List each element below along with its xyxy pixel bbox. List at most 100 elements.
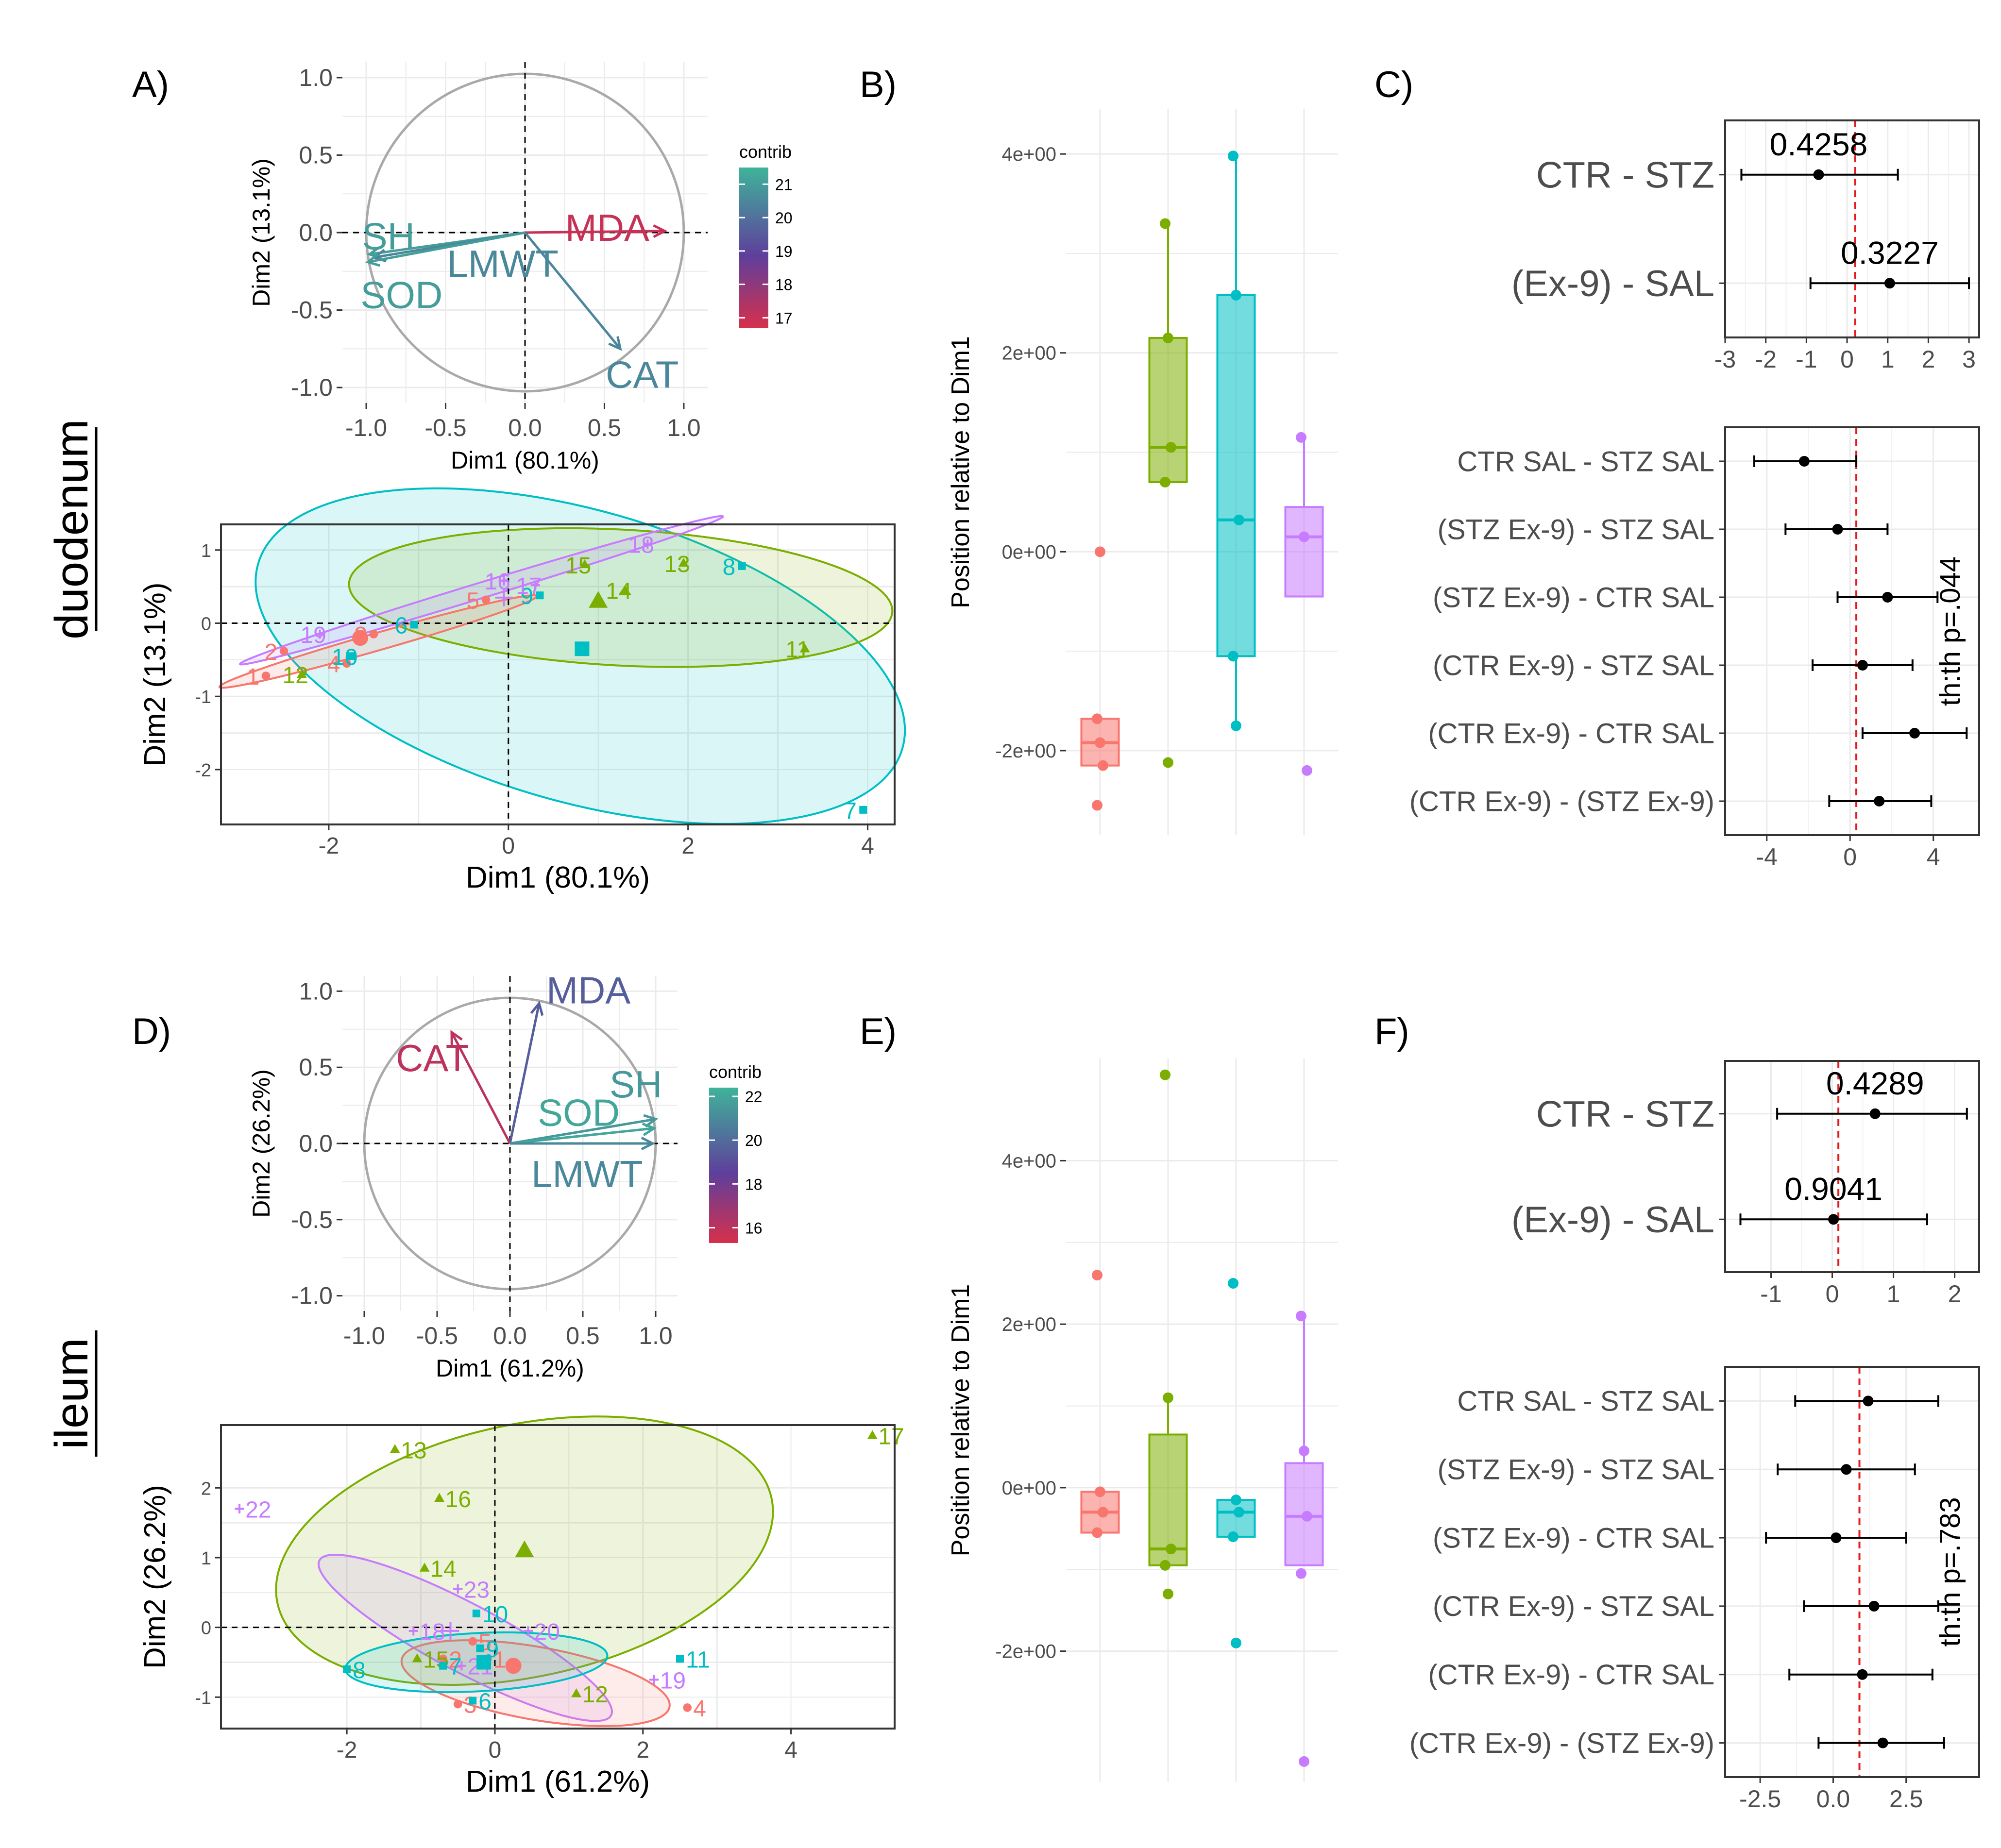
x-tick-label: 0	[1843, 843, 1857, 871]
x-tick-label: -2.5	[1739, 1785, 1781, 1813]
panel-letter-d: D)	[132, 1011, 171, 1052]
x-tick-label: 0	[1840, 346, 1854, 373]
plot-border	[220, 523, 896, 825]
point-17	[530, 580, 540, 590]
x-tick-label: -0.5	[424, 414, 466, 441]
point-7	[859, 806, 867, 814]
box-data-point	[1234, 514, 1244, 525]
panel-c-bottom-forest: CTR SAL - STZ SAL (STZ Ex-9) - STZ SAL (ST…	[1409, 426, 1980, 871]
point-label-2: 2	[264, 639, 277, 665]
row-label-ileum: ileum	[46, 1338, 98, 1449]
box-data-point	[1228, 1277, 1238, 1289]
point-label-22: 22	[245, 1497, 271, 1523]
estimate-point	[1884, 278, 1895, 289]
loading-arrow-cat	[450, 1031, 511, 1144]
point-15	[412, 1653, 423, 1663]
comparison-label: (STZ Ex-9) - STZ SAL	[1438, 514, 1714, 545]
estimate-point	[1798, 456, 1810, 467]
comparison-label: (CTR Ex-9) - CTR SAL	[1428, 718, 1714, 749]
point-label-8: 8	[353, 1658, 366, 1683]
point-label-15: 15	[565, 553, 591, 579]
point-19	[315, 629, 325, 639]
variable-label-cat: CAT	[396, 1037, 469, 1079]
confidence-ellipse-group-4	[317, 1554, 613, 1722]
loading-arrow-mda	[509, 1003, 541, 1144]
point-9	[536, 591, 544, 600]
estimate-point	[1813, 169, 1824, 180]
test-annotation: th:th p=.783	[1934, 1497, 1966, 1647]
box-data-point	[1296, 1568, 1306, 1579]
x-tick-label: -1.0	[345, 414, 387, 441]
panel-letter-f: F)	[1374, 1011, 1409, 1052]
x-tick-label: 2	[681, 833, 695, 859]
plot-border	[1724, 1060, 1980, 1273]
box-data-point	[1228, 1531, 1238, 1542]
box-data-point	[1098, 1507, 1108, 1518]
point-label-4: 4	[327, 652, 340, 677]
point-label-13: 13	[401, 1438, 426, 1463]
y-axis-title: Position relative to Dim1	[947, 1284, 975, 1557]
comparison-label: (STZ Ex-9) - STZ SAL	[1438, 1454, 1714, 1486]
point-10	[472, 1609, 480, 1617]
variable-label-lmwt: LMWT	[447, 242, 559, 285]
y-axis-title: Dim2 (13.1%)	[138, 583, 172, 767]
box-data-point	[1092, 1527, 1102, 1538]
x-tick-label: -1.0	[343, 1322, 385, 1349]
point-6	[469, 1697, 477, 1705]
box-data-point	[1299, 1445, 1309, 1457]
variable-label-sod: SOD	[360, 274, 442, 317]
box-data-point	[1231, 720, 1241, 731]
arrow-head-cat	[608, 336, 622, 351]
point-2	[439, 1654, 448, 1663]
point-label-14: 14	[606, 579, 631, 605]
plot-background	[221, 1425, 895, 1729]
arrow-head-lmwt	[641, 1136, 656, 1151]
box-data-point	[1163, 1392, 1173, 1403]
box-data-point	[1160, 476, 1170, 487]
point-label-7: 7	[844, 798, 857, 824]
box-data-point	[1302, 1511, 1312, 1522]
point-label-23: 23	[464, 1578, 490, 1603]
x-tick-label: -0.5	[416, 1322, 458, 1349]
test-annotation: th:th p=.044	[1934, 556, 1966, 706]
x-tick-label: 0.0	[493, 1322, 527, 1349]
variable-label-sh: SH	[610, 1063, 662, 1106]
comparison-label: CTR SAL - STZ SAL	[1457, 1386, 1714, 1417]
point-5	[468, 1637, 477, 1646]
comparison-label: (Ex-9) - SAL	[1511, 263, 1714, 304]
x-axis-title: Dim1 (61.2%)	[436, 1355, 584, 1382]
y-tick-label: 1.0	[299, 977, 333, 1005]
point-20	[523, 1626, 533, 1636]
point-15	[579, 559, 590, 569]
box-group-2	[1148, 337, 1188, 483]
point-21	[457, 1661, 466, 1671]
point-label-16: 16	[445, 1487, 471, 1512]
box-data-point	[1163, 1588, 1173, 1599]
point-14	[620, 585, 630, 594]
loading-arrow-sod	[367, 231, 526, 264]
legend-tick-label: 21	[775, 176, 793, 193]
y-tick-label: 1.0	[299, 64, 333, 91]
x-tick-label: 2	[1921, 346, 1935, 373]
legend-tick-label: 16	[745, 1219, 763, 1237]
confidence-ellipse-group-3	[254, 487, 906, 825]
point-label-10: 10	[332, 644, 357, 670]
point-label-6: 6	[395, 613, 408, 639]
plot-border	[220, 1424, 896, 1730]
comparison-label: (CTR Ex-9) - (STZ Ex-9)	[1409, 1728, 1714, 1759]
y-tick-label: 4e+00	[1002, 144, 1056, 165]
panel-f-top-forest: CTR - STZ 0.4289 (Ex-9) - SAL 0.9041 -1 0 1 2	[1511, 1060, 1980, 1308]
point-label-18: 18	[628, 533, 654, 558]
variable-label-mda: MDA	[546, 969, 630, 1011]
point-label-17: 17	[878, 1424, 904, 1450]
x-tick-label: -2	[319, 833, 339, 859]
loading-arrow-sod	[509, 1127, 655, 1145]
legend-tick-label: 18	[775, 276, 793, 294]
x-tick-label: -1	[1760, 1280, 1781, 1308]
x-tick-label: 2	[1948, 1280, 1962, 1308]
y-tick-label: -0.5	[291, 297, 333, 324]
point-label-16: 16	[485, 569, 510, 595]
point-6	[410, 621, 418, 629]
y-axis-title: Dim2 (26.2%)	[248, 1069, 275, 1218]
arrow-head-mda	[530, 1001, 544, 1016]
